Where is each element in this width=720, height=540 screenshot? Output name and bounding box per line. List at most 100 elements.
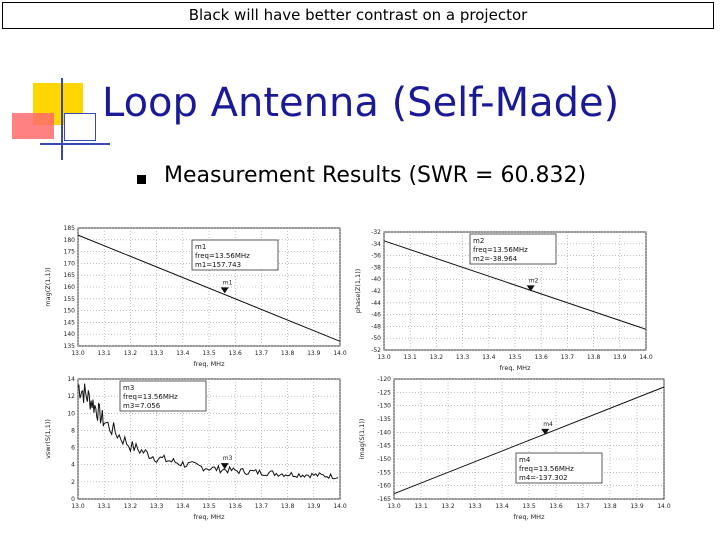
y-tick-label: 185	[64, 225, 76, 232]
y-tick-label: -52	[371, 347, 381, 354]
y-tick-label: 165	[64, 272, 76, 279]
marker-readout-line: freq=13.56MHz	[123, 393, 178, 401]
x-tick-label: 13.4	[482, 354, 496, 361]
y-tick-label: 10	[67, 410, 75, 417]
x-axis-label: freq, MHz	[194, 360, 226, 368]
x-tick-label: 13.4	[495, 503, 509, 510]
marker-readout-line: m1=157.743	[195, 261, 241, 269]
x-tick-label: 13.9	[307, 503, 321, 510]
y-tick-label: 6	[71, 445, 75, 452]
marker-triangle	[541, 428, 550, 435]
y-tick-label: 155	[64, 296, 76, 303]
y-tick-label: 145	[64, 319, 76, 326]
x-tick-label: 14.0	[639, 354, 653, 361]
marker-label: m2	[529, 277, 539, 284]
x-tick-label: 13.3	[456, 354, 470, 361]
marker-readout-line: m3=7.056	[123, 402, 161, 410]
marker-readout-line: m4=-137.302	[519, 474, 568, 482]
marker-label: m3	[223, 455, 233, 462]
marker-triangle	[220, 463, 229, 470]
y-tick-label: -42	[371, 288, 381, 295]
x-axis-label: freq, MHz	[514, 513, 546, 521]
x-tick-label: 13.2	[430, 354, 444, 361]
y-tick-label: -48	[371, 323, 381, 330]
x-axis-label: freq, MHz	[194, 513, 226, 521]
x-tick-label: 13.9	[307, 350, 321, 357]
series-line	[383, 240, 647, 330]
x-tick-label: 13.2	[124, 503, 138, 510]
y-tick-label: 2	[71, 479, 75, 486]
y-tick-label: -160	[377, 483, 391, 490]
marker-readout-line: m3	[123, 384, 134, 392]
y-tick-label: 170	[64, 260, 76, 267]
y-tick-label: 0	[71, 496, 75, 503]
y-tick-label: -36	[371, 253, 381, 260]
y-tick-label: -46	[371, 312, 381, 319]
x-tick-label: 13.8	[587, 354, 601, 361]
marker-readout-line: m2=-38.964	[473, 255, 518, 263]
y-tick-label: -32	[371, 229, 381, 236]
marker-triangle	[526, 285, 535, 292]
x-tick-label: 13.6	[229, 350, 243, 357]
y-axis-label: phase(Z(1,1))	[354, 269, 362, 314]
x-tick-label: 13.5	[202, 503, 216, 510]
x-tick-label: 13.5	[508, 354, 522, 361]
marker-label: m1	[223, 279, 233, 286]
x-tick-label: 13.1	[404, 354, 418, 361]
marker-readout-line: freq=13.56MHz	[195, 252, 250, 260]
x-axis-label: freq, MHz	[500, 364, 532, 372]
x-tick-label: 13.7	[561, 354, 575, 361]
chart-phase-z11: 13.0 13.1 13.2 13.3 13.4 13.5 13.6 13.7 13.8 13.9…	[352, 226, 658, 374]
y-tick-label: -50	[371, 335, 381, 342]
marker-readout-box	[469, 233, 557, 265]
x-tick-label: 13.3	[468, 503, 482, 510]
y-tick-label: -38	[371, 264, 381, 271]
y-axis-label: imag(S(1,1))	[358, 419, 366, 460]
y-tick-label: -135	[377, 416, 391, 423]
series-line	[77, 383, 339, 480]
marker-readout-box	[119, 380, 207, 412]
y-tick-label: -34	[371, 241, 381, 248]
y-tick-label: 150	[64, 308, 76, 315]
y-tick-label: -155	[377, 469, 391, 476]
marker-readout-box	[515, 452, 603, 484]
x-tick-label: 13.6	[229, 503, 243, 510]
y-tick-label: 4	[71, 462, 75, 469]
x-tick-label: 13.9	[613, 354, 627, 361]
deco-red-square	[12, 113, 54, 139]
x-tick-label: 13.9	[630, 503, 644, 510]
x-tick-label: 13.2	[124, 350, 138, 357]
deco-blue-square	[64, 113, 96, 141]
marker-readout-line: freq=13.56MHz	[473, 246, 528, 254]
chart-mag-z11: 13.0 13.1 13.2 13.3 13.4 13.5 13.6 13.7 13.8 13.9…	[42, 222, 352, 370]
x-tick-label: 13.1	[98, 503, 112, 510]
deco-horizontal-line	[40, 143, 110, 145]
chart-vswr-s11: 13.0 13.1 13.2 13.3 13.4 13.5 13.6 13.7 13.8 13.9…	[42, 373, 352, 523]
x-tick-label: 13.8	[603, 503, 617, 510]
bullet-text: Measurement Results (SWR = 60.832)	[164, 163, 587, 188]
y-tick-label: -130	[377, 403, 391, 410]
marker-triangle	[220, 287, 229, 294]
x-tick-label: 13.6	[535, 354, 549, 361]
x-tick-label: 13.7	[255, 503, 269, 510]
x-tick-label: 13.0	[71, 503, 85, 510]
x-tick-label: 13.7	[576, 503, 590, 510]
y-tick-label: -145	[377, 443, 391, 450]
x-tick-label: 13.4	[176, 503, 190, 510]
y-tick-label: 140	[64, 331, 76, 338]
marker-readout-line: m2	[473, 237, 484, 245]
deco-vertical-line	[61, 78, 63, 160]
y-tick-label: -120	[377, 376, 391, 383]
y-tick-label: -165	[377, 496, 391, 503]
chart-imag-s11: 13.0 13.1 13.2 13.3 13.4 13.5 13.6 13.7 13.8 13.9…	[356, 373, 676, 523]
y-tick-label: -40	[371, 276, 381, 283]
y-tick-label: -150	[377, 456, 391, 463]
y-tick-label: 175	[64, 249, 76, 256]
marker-label: m4	[543, 421, 553, 428]
slide-title: Loop Antenna (Self-Made)	[102, 80, 620, 126]
y-axis-label: vswr(S(1,1))	[44, 419, 52, 459]
x-tick-label: 13.6	[549, 503, 563, 510]
bullet-square-icon	[137, 175, 146, 184]
